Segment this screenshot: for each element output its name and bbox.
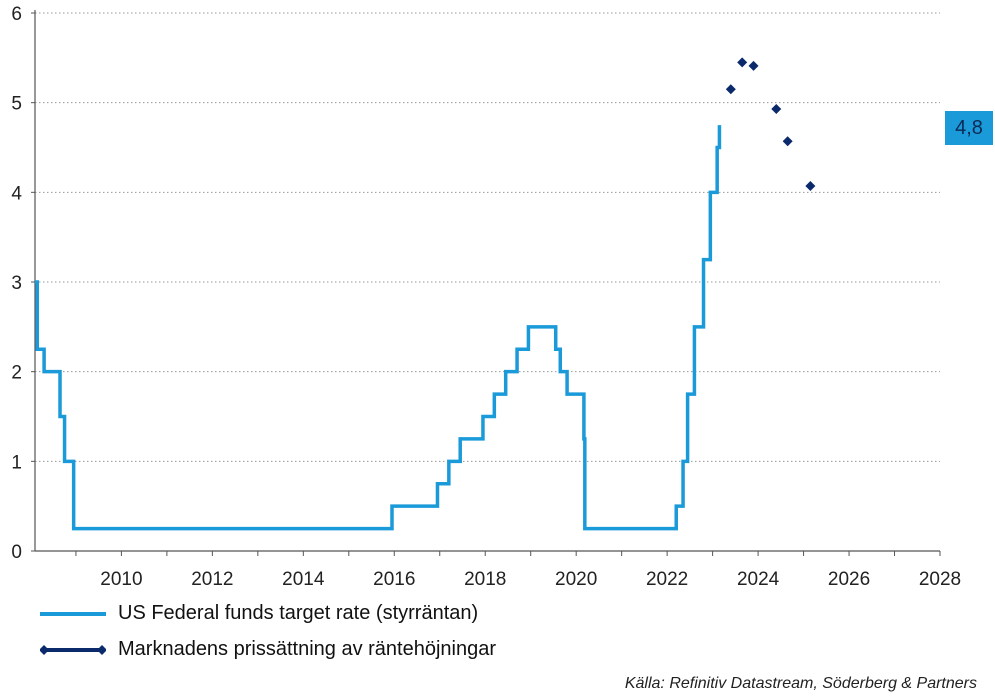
series-fed-funds-rate xyxy=(35,125,722,531)
legend-swatch-line xyxy=(40,604,106,624)
source-note: Källa: Refinitiv Datastream, Söderberg &… xyxy=(624,675,977,692)
x-tick-label: 2016 xyxy=(373,569,415,590)
x-tick-label: 2010 xyxy=(100,569,142,590)
data-point xyxy=(782,136,793,147)
y-tick-label: 5 xyxy=(11,94,22,115)
data-point xyxy=(737,57,748,68)
y-tick-label: 1 xyxy=(11,452,22,473)
y-tick-label: 4 xyxy=(11,183,22,204)
legend-swatch-markers xyxy=(39,640,107,660)
x-tick-label: 2022 xyxy=(646,569,688,590)
data-point xyxy=(771,103,782,114)
data-point xyxy=(805,181,816,192)
x-tick-label: 2020 xyxy=(555,569,597,590)
x-tick-label: 2026 xyxy=(828,569,870,590)
x-tick-label: 2018 xyxy=(464,569,506,590)
data-point xyxy=(748,60,759,71)
value-callout: 4,8 xyxy=(945,111,993,145)
legend-label-fed-funds: US Federal funds target rate (styrräntan… xyxy=(118,602,479,624)
y-tick-labels: 0 1 2 3 4 5 6 xyxy=(11,4,22,563)
x-tick-label: 2028 xyxy=(919,569,961,590)
x-tick-label: 2012 xyxy=(191,569,233,590)
value-callout-text: 4,8 xyxy=(955,116,983,139)
x-tick-labels: 2010 2012 2014 2016 2018 2020 2022 2024 2026 2028 xyxy=(100,569,961,590)
grid-lines xyxy=(35,12,940,462)
data-point xyxy=(725,84,736,95)
y-tick-label: 2 xyxy=(11,363,22,384)
axes xyxy=(31,10,941,556)
legend-item-market-pricing: Marknadens prissättning av räntehöjninga… xyxy=(39,638,496,661)
series-market-pricing xyxy=(725,57,816,192)
y-tick-label: 3 xyxy=(11,273,22,294)
y-tick-label: 0 xyxy=(11,542,22,563)
y-tick-label: 6 xyxy=(11,4,22,25)
x-tick-label: 2014 xyxy=(282,569,325,590)
series-line xyxy=(35,125,722,531)
x-tick-label: 2024 xyxy=(737,569,780,590)
legend-item-fed-funds: US Federal funds target rate (styrräntan… xyxy=(40,602,478,625)
legend-label-market-pricing: Marknadens prissättning av räntehöjninga… xyxy=(118,638,496,660)
